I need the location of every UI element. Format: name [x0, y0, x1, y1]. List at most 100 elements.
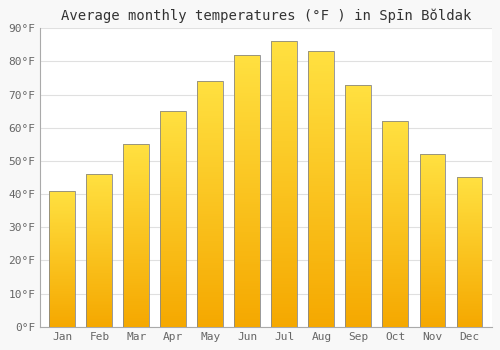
Bar	[234, 60, 260, 63]
Bar	[420, 235, 446, 237]
Bar	[124, 217, 150, 219]
Bar	[160, 215, 186, 217]
Bar	[198, 260, 224, 263]
Bar	[272, 310, 297, 313]
Bar	[124, 155, 150, 157]
Bar	[272, 96, 297, 98]
Bar	[308, 162, 334, 164]
Bar	[50, 196, 76, 197]
Bar	[346, 99, 372, 102]
Bar	[308, 316, 334, 318]
Bar	[420, 294, 446, 296]
Bar	[420, 160, 446, 161]
Bar	[456, 218, 482, 219]
Bar	[382, 125, 408, 127]
Bar	[382, 255, 408, 257]
Bar	[272, 164, 297, 167]
Bar	[272, 258, 297, 261]
Bar	[456, 179, 482, 181]
Bar	[160, 193, 186, 195]
Bar	[456, 215, 482, 216]
Bar	[308, 294, 334, 296]
Bar	[124, 283, 150, 285]
Bar	[234, 278, 260, 281]
Bar	[346, 114, 372, 116]
Bar	[420, 282, 446, 284]
Bar	[50, 293, 76, 294]
Bar	[50, 304, 76, 305]
Bar	[272, 133, 297, 135]
Bar	[86, 205, 113, 206]
Bar	[234, 93, 260, 96]
Bar	[234, 188, 260, 191]
Bar	[456, 209, 482, 210]
Bar	[456, 213, 482, 215]
Bar	[420, 259, 446, 261]
Bar	[346, 162, 372, 164]
Bar	[272, 261, 297, 264]
Bar	[86, 237, 113, 238]
Bar	[234, 150, 260, 153]
Bar	[272, 93, 297, 96]
Bar	[86, 246, 113, 247]
Bar	[124, 161, 150, 162]
Bar	[198, 290, 224, 293]
Bar	[124, 292, 150, 294]
Bar	[382, 140, 408, 142]
Bar	[420, 306, 446, 308]
Bar	[124, 323, 150, 325]
Bar	[86, 278, 113, 280]
Bar	[86, 261, 113, 263]
Bar	[308, 173, 334, 175]
Bar	[160, 135, 186, 137]
Bar	[234, 65, 260, 68]
Bar	[346, 189, 372, 191]
Bar	[198, 103, 224, 106]
Bar	[420, 263, 446, 265]
Bar	[234, 191, 260, 194]
Bar	[420, 311, 446, 313]
Bar	[198, 315, 224, 317]
Bar	[346, 102, 372, 104]
Bar	[234, 79, 260, 82]
Bar	[272, 58, 297, 61]
Bar	[308, 318, 334, 321]
Bar	[160, 281, 186, 284]
Bar	[456, 200, 482, 201]
Bar	[272, 159, 297, 161]
Bar	[234, 297, 260, 300]
Bar	[198, 258, 224, 260]
Bar	[272, 124, 297, 127]
Bar	[308, 115, 334, 118]
Bar	[346, 320, 372, 322]
Bar	[160, 128, 186, 131]
Bar	[382, 310, 408, 313]
Bar	[456, 291, 482, 293]
Bar	[124, 318, 150, 320]
Bar	[456, 239, 482, 240]
Bar	[160, 154, 186, 156]
Bar	[420, 308, 446, 309]
Bar	[272, 221, 297, 224]
Bar	[308, 159, 334, 162]
Bar	[420, 256, 446, 258]
Bar	[50, 312, 76, 313]
Bar	[456, 278, 482, 279]
Bar	[234, 96, 260, 98]
Bar	[160, 320, 186, 322]
Bar	[160, 133, 186, 135]
Bar	[234, 172, 260, 174]
Bar	[160, 148, 186, 150]
Bar	[456, 185, 482, 187]
Bar	[50, 238, 76, 240]
Bar	[86, 217, 113, 218]
Bar	[456, 233, 482, 234]
Bar	[346, 104, 372, 106]
Bar	[234, 204, 260, 207]
Bar	[50, 192, 76, 194]
Bar	[198, 143, 224, 145]
Bar	[124, 214, 150, 216]
Bar	[160, 150, 186, 152]
Bar	[272, 167, 297, 170]
Bar	[308, 252, 334, 255]
